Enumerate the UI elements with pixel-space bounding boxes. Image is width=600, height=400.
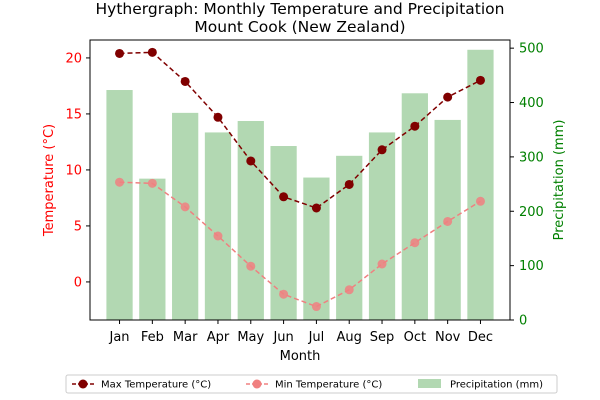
temperature-markers	[115, 47, 485, 312]
x-tick-label: Mar	[173, 330, 198, 345]
x-tick-label: Jan	[109, 330, 130, 345]
min-temperature-point-nov	[443, 216, 453, 226]
precipitation-bar-feb	[139, 178, 166, 320]
x-axis-ticks: Jan Feb Mar Apr May Jun Jul Aug Sep Oct Nov Dec	[109, 320, 493, 345]
max-temperature-point-feb	[147, 47, 157, 57]
x-tick-label: Jun	[272, 330, 293, 345]
max-temperature-point-mar	[180, 76, 190, 86]
max-temperature-point-jul	[311, 203, 321, 213]
max-temperature-point-oct	[410, 121, 420, 131]
right-tick-label: 400	[519, 96, 544, 111]
max-temperature-point-may	[246, 156, 256, 166]
max-temperature-point-sep	[377, 145, 387, 155]
legend-precip-label: Precipitation (mm)	[450, 380, 543, 391]
right-tick-label: 200	[519, 205, 544, 220]
min-temperature-point-apr	[213, 231, 223, 241]
min-temperature-point-may	[246, 261, 256, 271]
left-tick-label: 20	[65, 51, 82, 66]
min-temperature-point-oct	[410, 238, 420, 248]
left-axis-ticks: 0 5 10 15 20	[65, 51, 90, 290]
x-tick-label: Sep	[370, 330, 395, 345]
chart-title-line-2: Mount Cook (New Zealand)	[194, 18, 405, 36]
max-temperature-point-jan	[115, 48, 125, 58]
max-temperature-point-apr	[213, 112, 223, 122]
precipitation-bar-sep	[368, 132, 396, 320]
legend-min-marker-swatch	[252, 379, 262, 389]
legend-max-label: Max Temperature (°C)	[101, 380, 211, 391]
precipitation-bar-apr	[204, 132, 232, 320]
chart-title-line-1: Hythergraph: Monthly Temperature and Pre…	[96, 0, 505, 18]
legend-precip-swatch	[418, 379, 441, 388]
max-temperature-point-dec	[475, 75, 485, 85]
plot-frame	[89, 39, 511, 321]
right-tick-label: 0	[519, 314, 527, 329]
min-temperature-point-mar	[180, 202, 190, 212]
legend-min-label: Min Temperature (°C)	[275, 380, 382, 391]
left-tick-label: 0	[74, 275, 82, 290]
right-tick-label: 100	[519, 259, 544, 274]
min-temperature-line	[119, 181, 481, 308]
left-tick-label: 10	[65, 163, 82, 178]
right-tick-label: 500	[519, 42, 544, 57]
precipitation-bar-jul	[303, 177, 330, 320]
x-tick-label: Dec	[468, 330, 493, 345]
legend-max-marker-swatch	[78, 379, 88, 389]
right-tick-label: 300	[519, 150, 544, 165]
min-temperature-point-jan	[115, 177, 125, 187]
temperature-lines	[119, 51, 481, 308]
x-tick-label: May	[237, 330, 264, 345]
precipitation-bar-mar	[172, 112, 199, 320]
precipitation-bar-oct	[401, 93, 428, 320]
min-temperature-point-jul	[311, 302, 321, 312]
min-temperature-point-dec	[475, 196, 485, 206]
min-temperature-point-jun	[279, 289, 289, 299]
x-tick-label: Apr	[207, 330, 230, 345]
precipitation-bar-dec	[467, 49, 494, 320]
right-axis-ticks: 0 100 200 300 400 500	[510, 42, 544, 329]
x-axis-label: Month	[280, 349, 321, 364]
left-axis-label: Temperature (°C)	[42, 124, 57, 237]
left-tick-label: 15	[65, 107, 82, 122]
x-tick-label: Feb	[141, 330, 164, 345]
precipitation-bar-may	[237, 121, 264, 321]
max-temperature-point-aug	[344, 179, 354, 189]
x-tick-label: Oct	[404, 330, 426, 345]
max-temperature-point-nov	[443, 92, 453, 102]
min-temperature-point-aug	[344, 285, 354, 295]
x-tick-label: Jul	[308, 330, 325, 345]
x-tick-label: Aug	[337, 330, 362, 345]
min-temperature-point-sep	[377, 259, 387, 269]
max-temperature-point-jun	[279, 192, 289, 202]
right-axis-label: Precipitation (mm)	[552, 120, 567, 241]
precipitation-bar-jan	[106, 90, 133, 321]
left-tick-label: 5	[74, 219, 82, 234]
precipitation-bars	[106, 49, 494, 321]
x-tick-label: Nov	[435, 330, 461, 345]
min-temperature-point-feb	[147, 178, 157, 188]
